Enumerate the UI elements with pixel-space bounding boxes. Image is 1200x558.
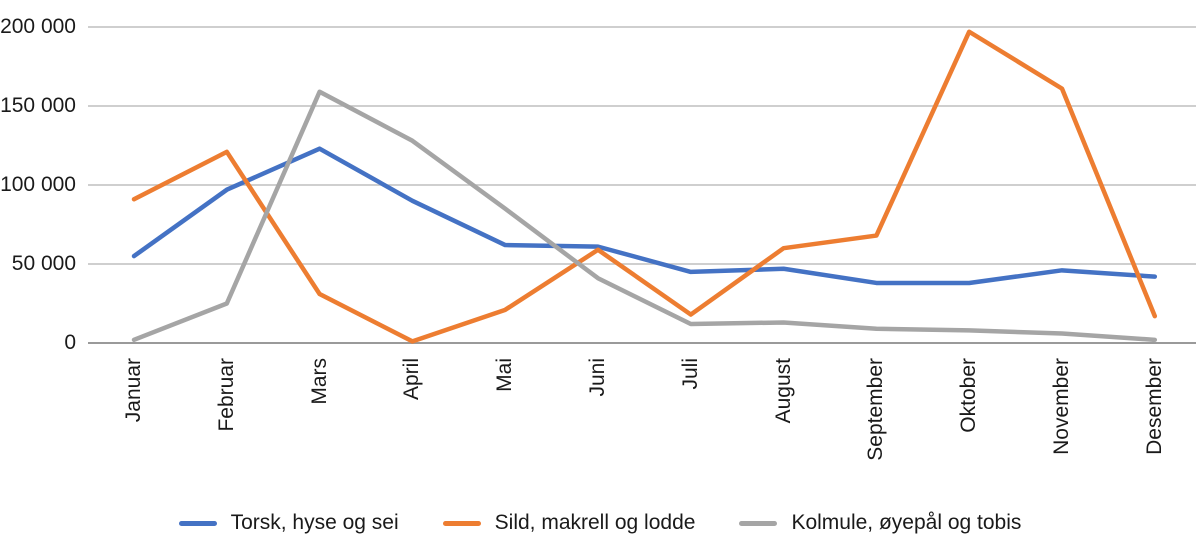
x-tick-label: Oktober [957, 358, 981, 433]
legend-line-swatch [178, 520, 217, 526]
y-tick-label: 100 000 [0, 173, 76, 196]
series-line-3 [131, 89, 1158, 343]
legend-label: Sild, makrell og lodde [494, 511, 696, 534]
x-tick-label: September [864, 358, 888, 461]
legend-label: Torsk, hyse og sei [230, 511, 399, 534]
legend-line-swatch [739, 520, 778, 526]
x-tick-label: Desember [1142, 358, 1166, 455]
x-tick-label: August [771, 358, 795, 424]
x-tick-label: Januar [122, 358, 145, 423]
x-tick-label: Juni [586, 358, 609, 397]
y-tick-label: 200 000 [0, 15, 76, 38]
legend-item: Torsk, hyse og sei [178, 511, 399, 535]
y-tick-label: 50 000 [11, 252, 76, 275]
series-line-2 [131, 29, 1158, 344]
x-tick-label: November [1050, 358, 1073, 455]
chart-legend: Torsk, hyse og sei Sild, makrell og lodde… [0, 506, 1200, 540]
legend-label: Kolmule, øyepål og tobis [791, 511, 1022, 534]
y-tick-label: 150 000 [0, 94, 76, 117]
x-tick-label: Mai [493, 358, 517, 392]
x-tick-label: Juli [678, 358, 702, 390]
legend-item: Sild, makrell og lodde [442, 511, 696, 535]
x-tick-label: Februar [214, 358, 238, 432]
legend-line-swatch [442, 520, 481, 526]
series-line-1 [131, 146, 1158, 286]
x-tick-label: April [400, 358, 424, 401]
legend-item: Kolmule, øyepål og tobis [739, 511, 1021, 535]
x-tick-label: Mars [307, 358, 331, 405]
y-tick-label: 0 [64, 331, 76, 354]
